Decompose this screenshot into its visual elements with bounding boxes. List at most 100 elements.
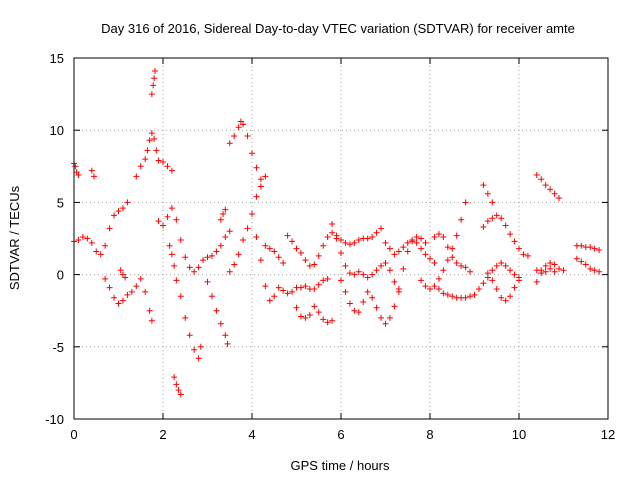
data-point [142, 156, 149, 163]
data-point [88, 239, 95, 246]
data-point [133, 173, 140, 180]
x-tick-label: 10 [512, 427, 526, 442]
data-point [124, 199, 131, 206]
data-point [235, 124, 242, 131]
data-point [435, 231, 442, 238]
data-point [117, 267, 124, 274]
data-point [164, 163, 171, 170]
data-point [102, 242, 109, 249]
data-point [369, 271, 376, 278]
data-point [262, 242, 269, 249]
series-track-aa [484, 270, 522, 304]
data-point [173, 381, 180, 388]
data-point [346, 241, 353, 248]
data-point [171, 262, 178, 269]
data-point [311, 286, 318, 293]
data-point [342, 262, 349, 269]
data-point [355, 236, 362, 243]
data-point [137, 163, 144, 170]
data-point [364, 274, 371, 281]
data-point [364, 235, 371, 242]
data-point [493, 212, 500, 219]
data-point [413, 234, 420, 241]
series-track-ac [533, 260, 567, 285]
data-point [171, 374, 178, 381]
data-point [355, 268, 362, 275]
series-track-ae [573, 242, 603, 254]
data-point [386, 245, 393, 252]
data-point [427, 286, 433, 293]
data-point [444, 244, 451, 251]
data-point [253, 234, 260, 241]
data-point [578, 242, 585, 249]
data-point [151, 135, 158, 142]
data-point [177, 391, 184, 398]
data-point [182, 314, 189, 321]
data-point [404, 248, 411, 255]
data-point [551, 261, 558, 268]
data-point [400, 265, 407, 272]
data-point [311, 261, 318, 268]
data-point [175, 387, 182, 394]
data-point [524, 252, 531, 259]
data-point [186, 332, 193, 339]
data-point [148, 130, 155, 137]
series-track-m [226, 173, 269, 275]
y-tick-label: 5 [57, 195, 64, 210]
data-point [177, 293, 184, 300]
data-point [306, 262, 313, 269]
data-point [324, 275, 331, 282]
data-point [591, 267, 598, 274]
data-point [440, 234, 447, 241]
data-point [542, 262, 549, 269]
data-point [449, 254, 456, 261]
data-point [297, 249, 304, 256]
data-point [391, 251, 398, 258]
data-point [146, 137, 153, 144]
data-point [435, 286, 442, 293]
data-point [395, 286, 402, 293]
data-point [435, 275, 442, 282]
data-point [115, 208, 122, 215]
data-point [289, 288, 296, 295]
data-point [235, 251, 242, 258]
series-track-x [435, 260, 522, 301]
data-point [444, 291, 451, 298]
data-point [177, 236, 184, 243]
data-point [391, 303, 398, 310]
data-point [79, 234, 86, 241]
data-point [338, 277, 344, 284]
data-point [591, 245, 598, 252]
data-point [533, 278, 540, 285]
data-point [360, 271, 367, 278]
data-point [342, 239, 349, 246]
data-point [297, 313, 304, 320]
data-point [444, 257, 451, 264]
data-point [449, 245, 456, 252]
data-point [124, 291, 131, 298]
data-point [511, 271, 518, 278]
series-track-i [166, 242, 204, 362]
data-point [249, 210, 255, 217]
data-point [231, 132, 238, 139]
data-point [293, 304, 300, 311]
series-track-d [102, 275, 155, 324]
y-tick-label: 15 [50, 51, 64, 66]
data-point [271, 293, 278, 300]
x-tick-label: 2 [159, 427, 166, 442]
plot-frame [73, 57, 609, 420]
data-point [560, 267, 567, 274]
data-point [271, 248, 278, 255]
data-point [507, 267, 514, 274]
data-point [516, 245, 522, 252]
data-point [502, 262, 509, 269]
data-point [422, 251, 429, 258]
data-point [97, 251, 104, 258]
data-point [373, 304, 380, 311]
data-point [182, 254, 189, 261]
data-point [106, 225, 113, 232]
data-point [217, 320, 224, 327]
data-point [111, 294, 118, 301]
data-point [462, 264, 469, 271]
data-point [587, 244, 594, 251]
